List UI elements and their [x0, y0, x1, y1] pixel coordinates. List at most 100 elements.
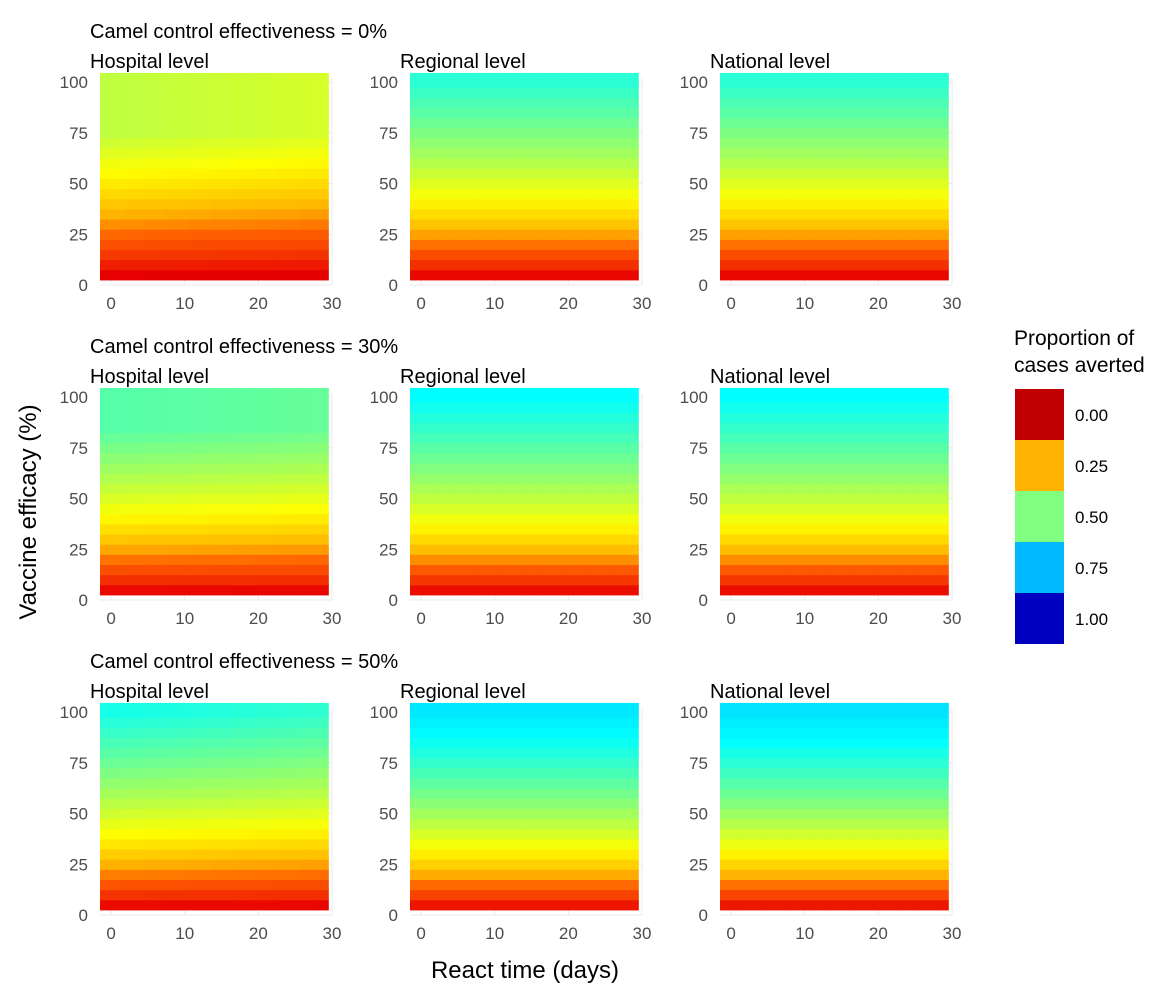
heatmap-tile	[410, 483, 433, 494]
heatmap-tile	[896, 483, 920, 494]
heatmap-tile	[498, 422, 521, 434]
heatmap-tile	[830, 737, 854, 749]
heatmap-tile	[808, 442, 831, 454]
heatmap-tile	[122, 473, 145, 484]
heatmap-tile	[830, 127, 854, 139]
heatmap-tile	[896, 534, 920, 545]
heatmap-tile	[808, 463, 831, 474]
heatmap-tile	[454, 523, 477, 535]
heatmap-tile	[937, 269, 949, 281]
heatmap-tile	[830, 483, 854, 494]
heatmap-tile	[786, 849, 809, 860]
heatmap-tile	[188, 493, 211, 505]
heatmap-tile	[586, 402, 610, 413]
heatmap-tile	[742, 148, 765, 159]
heatmap-tile	[476, 889, 499, 901]
heatmap-tile	[896, 828, 920, 840]
heatmap-tile	[210, 767, 234, 779]
heatmap-tile	[808, 188, 831, 200]
heatmap-tile	[720, 838, 743, 850]
heatmap-tile	[852, 422, 876, 434]
heatmap-tile	[317, 178, 329, 190]
heatmap-tile	[627, 544, 639, 555]
heatmap-tile	[564, 97, 588, 108]
heatmap-tile	[144, 879, 167, 891]
heatmap-tile	[476, 564, 499, 576]
heatmap-tile	[188, 117, 211, 129]
heatmap-tile	[627, 757, 639, 769]
heatmap-tile	[144, 178, 167, 190]
heatmap-tile	[476, 412, 499, 423]
heatmap-tile	[852, 402, 876, 413]
heatmap-tile	[830, 269, 854, 281]
heatmap-tile	[410, 239, 433, 250]
heatmap-tile	[830, 544, 854, 555]
heatmap-tile	[100, 72, 123, 88]
heatmap-tile	[896, 564, 920, 576]
heatmap-tile	[520, 717, 544, 728]
heatmap-tile	[317, 198, 329, 210]
heatmap-tile	[742, 432, 765, 444]
heatmap-tile	[410, 188, 433, 200]
heatmap-tile	[498, 188, 521, 200]
heatmap-tile	[742, 219, 765, 230]
heatmap-tile	[454, 889, 477, 901]
heatmap-tile	[276, 239, 300, 250]
heatmap-tile	[720, 828, 743, 840]
heatmap-tile	[232, 778, 256, 789]
heatmap-tile	[520, 463, 544, 474]
heatmap-tile	[254, 757, 278, 769]
heatmap-tile	[564, 178, 588, 190]
y-tick-label: 100	[60, 703, 88, 722]
heatmap-tile	[210, 879, 234, 891]
heatmap-tile	[627, 432, 639, 444]
heatmap-tile	[166, 473, 189, 484]
heatmap-tile	[476, 702, 499, 718]
heatmap-tile	[100, 107, 123, 119]
heatmap-tile	[100, 513, 123, 525]
heatmap-tile	[742, 544, 765, 555]
heatmap-tile	[454, 198, 477, 210]
heatmap-tile	[520, 432, 544, 444]
y-tick-label: 25	[379, 225, 398, 244]
heatmap-tile	[498, 208, 521, 220]
heatmap-tile	[476, 219, 499, 230]
heatmap-tile	[317, 584, 329, 596]
heatmap-tile	[608, 727, 628, 738]
heatmap-tile	[896, 737, 920, 749]
heatmap-tile	[122, 402, 145, 413]
heatmap-tile	[317, 778, 329, 789]
heatmap-tile	[586, 72, 610, 88]
heatmap-tile	[874, 554, 898, 565]
heatmap-tile	[232, 838, 256, 850]
heatmap-tile	[918, 483, 938, 494]
heatmap-tile	[720, 757, 743, 769]
heatmap-tile	[432, 869, 455, 880]
heatmap-tile	[188, 717, 211, 728]
heatmap-tile	[918, 269, 938, 281]
heatmap-tile	[476, 523, 499, 535]
heatmap-tile	[720, 239, 743, 250]
heatmap-tile	[166, 188, 189, 200]
heatmap-tile	[564, 778, 588, 789]
heatmap-tile	[852, 534, 876, 545]
heatmap-tile	[764, 473, 787, 484]
heatmap-tile	[742, 869, 765, 880]
heatmap-tile	[317, 849, 329, 860]
heatmap-tile	[498, 239, 521, 250]
heatmap-tile	[476, 188, 499, 200]
heatmap-tile	[742, 117, 765, 129]
heatmap-tile	[720, 513, 743, 525]
heatmap-tile	[454, 412, 477, 423]
heatmap-tile	[100, 574, 123, 586]
heatmap-tile	[298, 168, 318, 179]
heatmap-tile	[627, 534, 639, 545]
heatmap-tile	[764, 889, 787, 901]
heatmap-tile	[144, 808, 167, 820]
heatmap-tile	[564, 717, 588, 728]
heatmap-tile	[586, 127, 610, 139]
heatmap-tile	[520, 584, 544, 596]
heatmap-tile	[298, 737, 318, 749]
heatmap-tile	[937, 788, 949, 799]
heatmap-tile	[188, 229, 211, 240]
